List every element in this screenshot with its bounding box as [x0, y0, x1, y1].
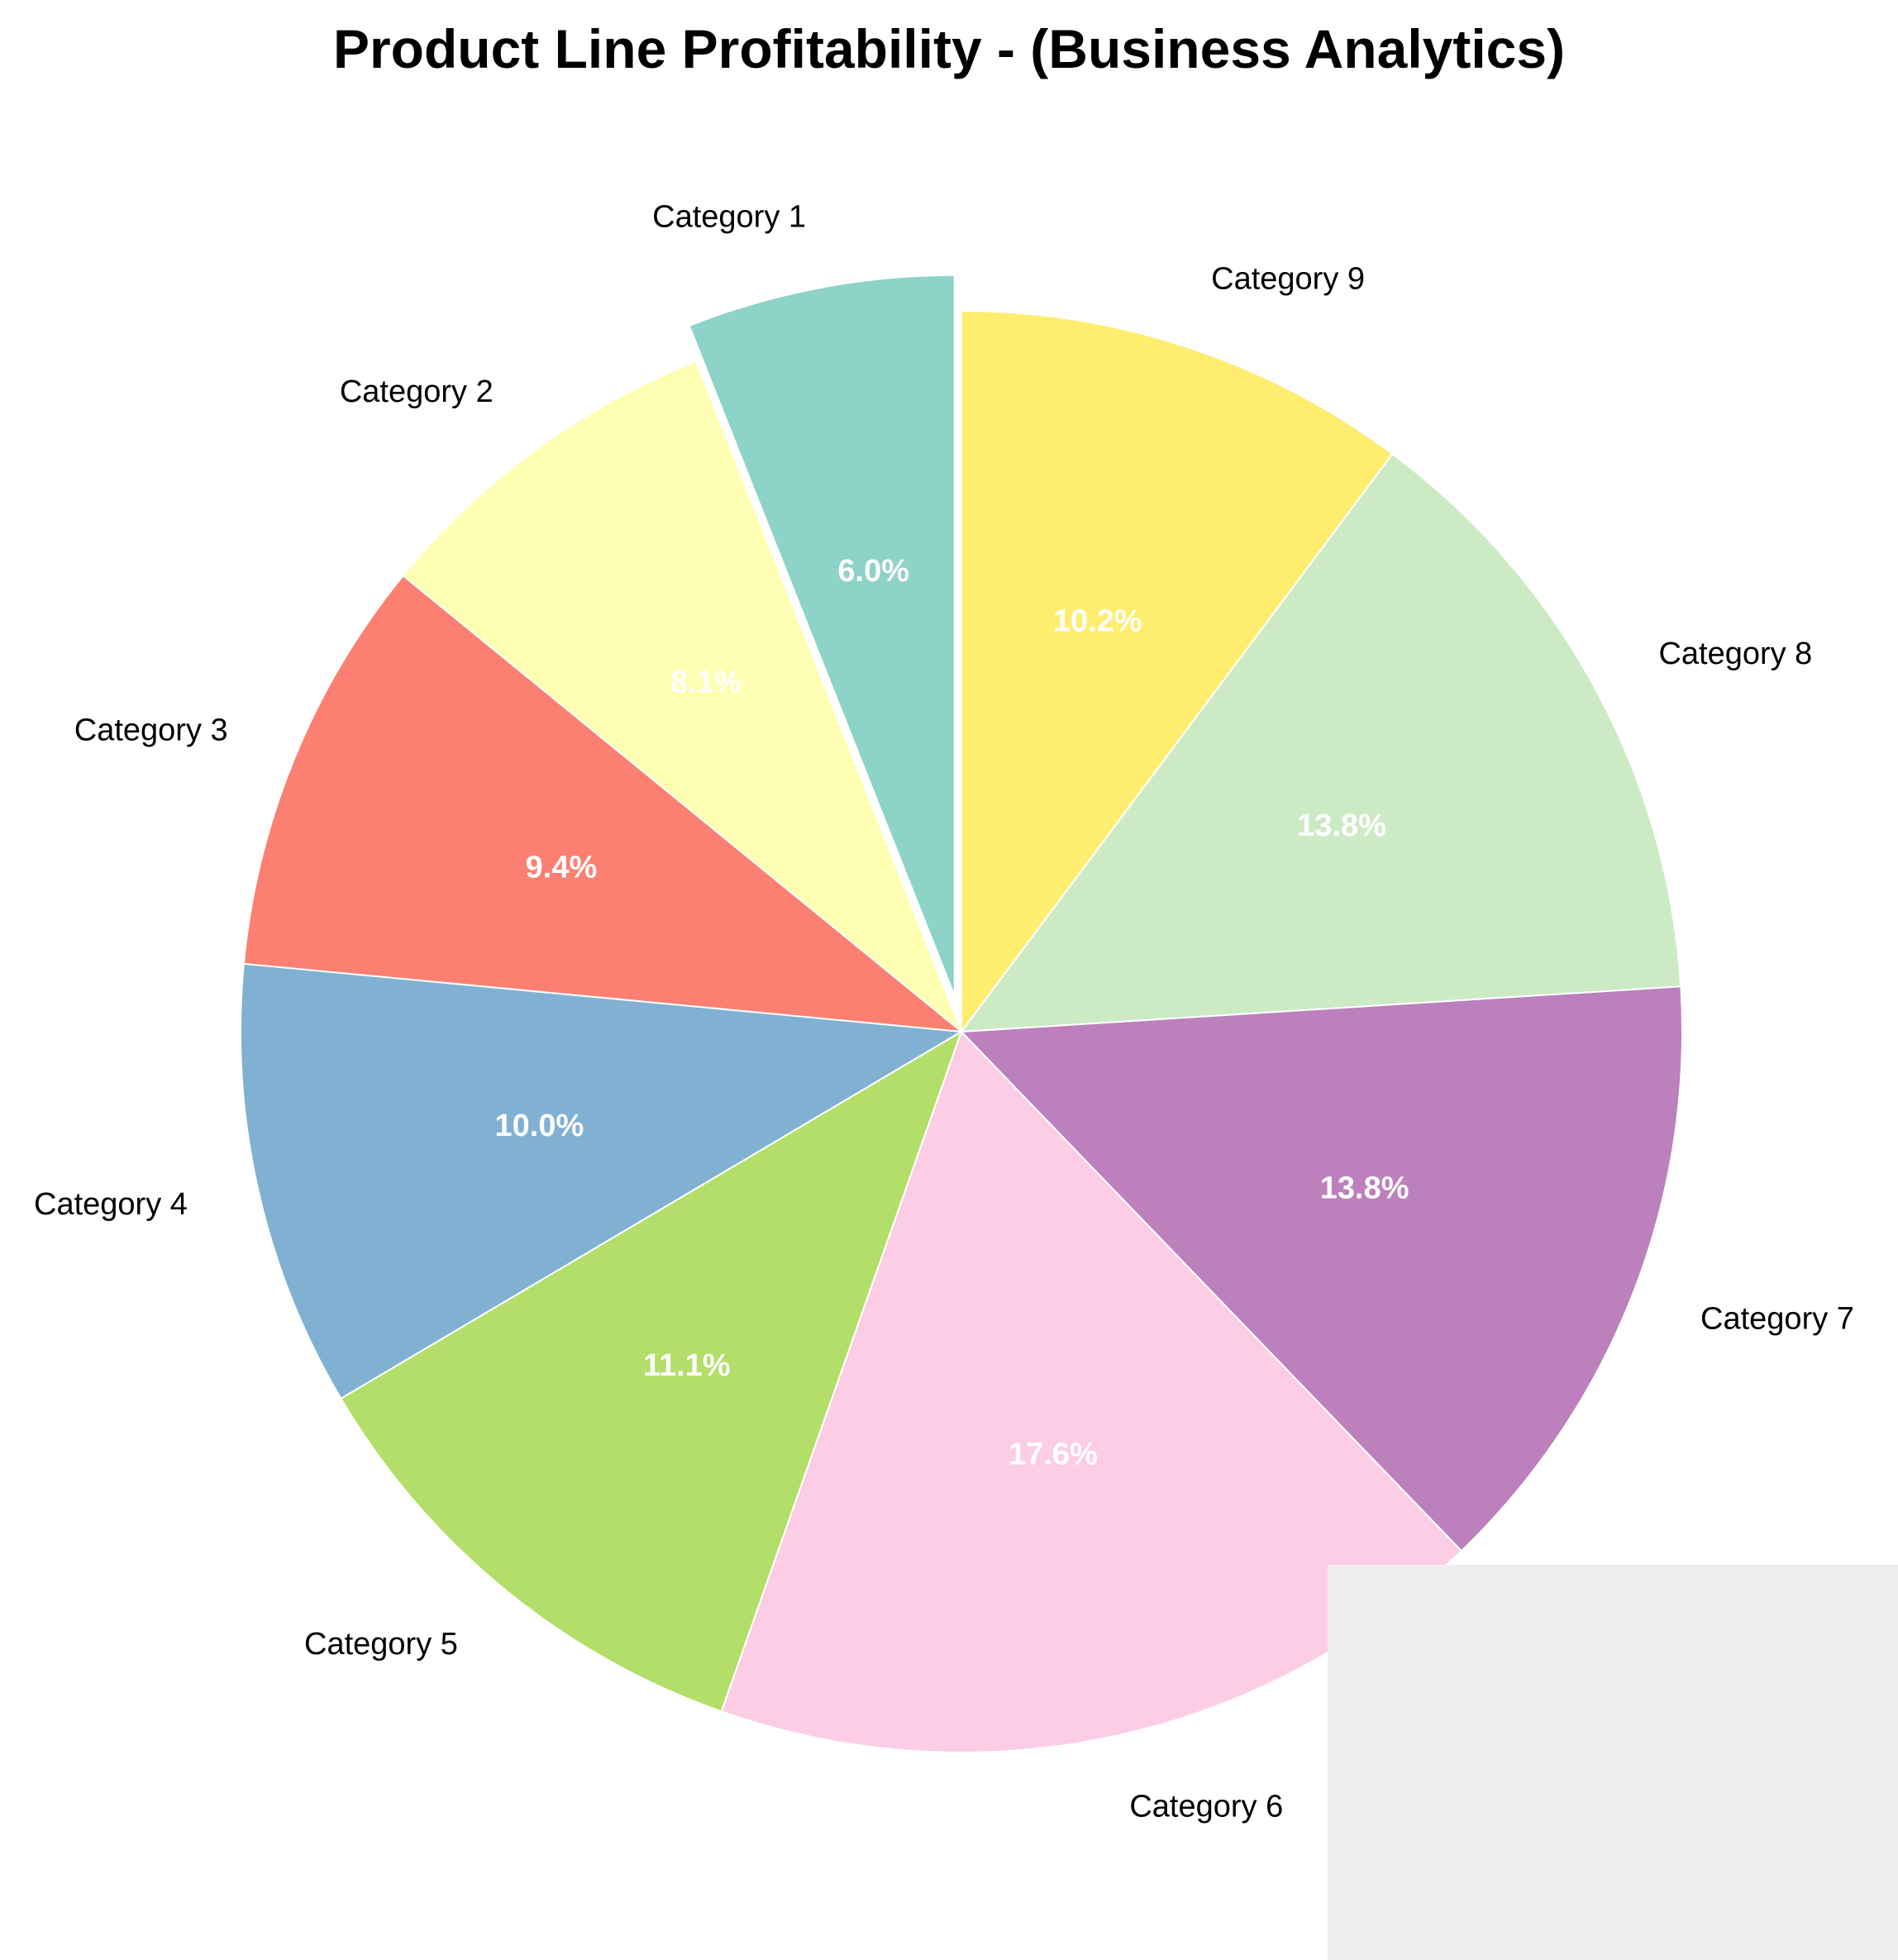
- pie-slice-9: [961, 309, 1394, 1035]
- pie-slice-4: [240, 962, 965, 1400]
- percent-label-1: 6.0%: [837, 554, 909, 589]
- pie-slice-1: [688, 274, 956, 997]
- pie-slice-7: [959, 985, 1683, 1552]
- percent-labels: 6.0% 8.1% 9.4% 10.0% 11.1% 17.6% 13.8% 13.8% 10.…: [495, 554, 1409, 1471]
- category-label-7: Category 7: [1700, 1301, 1854, 1336]
- percent-label-9: 10.2%: [1053, 603, 1142, 638]
- pie-slice-5: [340, 1029, 963, 1713]
- chart-title: Product Line Profitability - (Business A…: [333, 18, 1565, 79]
- percent-label-7: 13.8%: [1320, 1171, 1409, 1206]
- category-labels: Category 1 Category 2 Category 3 Category 4…: [34, 200, 1854, 1824]
- percent-label-3: 9.4%: [526, 850, 598, 885]
- percent-label-8: 13.8%: [1297, 808, 1386, 843]
- percent-label-4: 10.0%: [495, 1109, 584, 1143]
- pie-slice-2: [402, 360, 964, 1035]
- category-label-3: Category 3: [74, 713, 228, 748]
- percent-label-2: 8.1%: [670, 665, 742, 700]
- category-label-9: Category 9: [1211, 262, 1365, 297]
- category-label-8: Category 8: [1658, 637, 1812, 671]
- category-label-6: Category 6: [1129, 1789, 1283, 1824]
- percent-label-6: 17.6%: [1009, 1437, 1098, 1471]
- pie-slice-3: [242, 574, 965, 1033]
- pie-slice-8: [959, 452, 1682, 1033]
- category-label-5: Category 5: [304, 1627, 458, 1662]
- percent-label-5: 11.1%: [643, 1348, 731, 1383]
- overlay-panel: [1328, 1565, 1898, 1960]
- category-label-4: Category 4: [34, 1187, 188, 1222]
- category-label-2: Category 2: [340, 374, 494, 409]
- category-label-1: Category 1: [652, 200, 806, 235]
- pie-slices: [240, 274, 1683, 1753]
